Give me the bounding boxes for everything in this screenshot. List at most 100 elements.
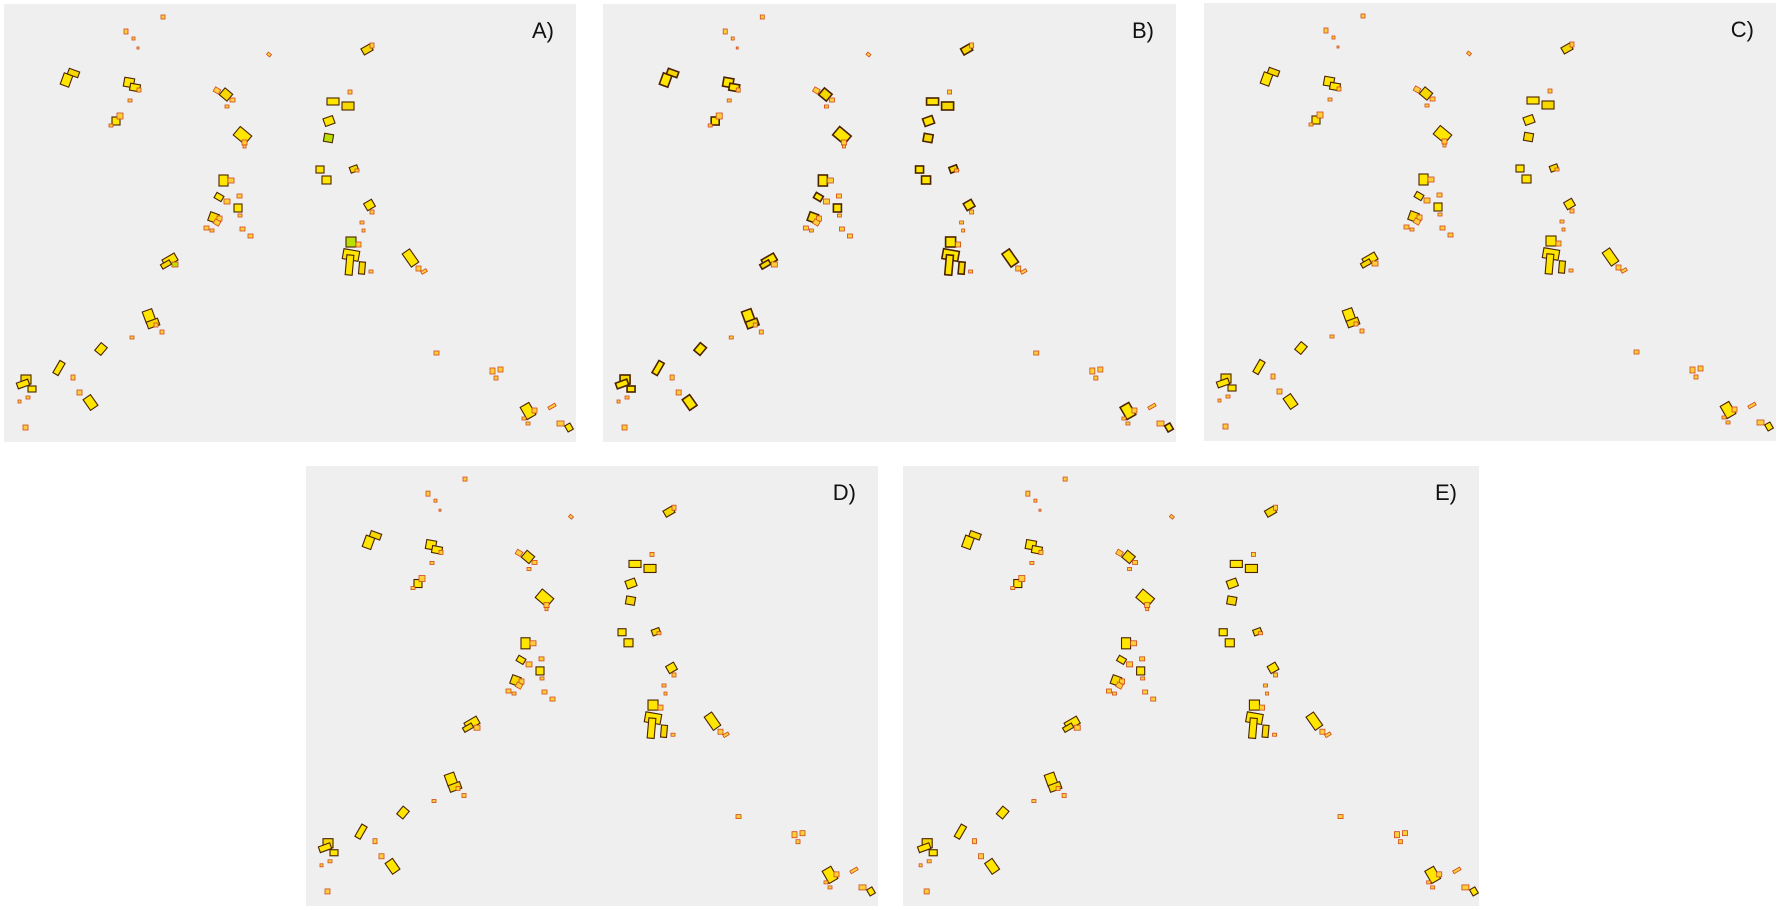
outbuilding-footprint bbox=[247, 233, 254, 239]
building-footprint bbox=[681, 393, 699, 412]
outbuilding-footprint bbox=[858, 884, 867, 891]
building-footprint bbox=[650, 359, 666, 377]
outbuilding-footprint bbox=[431, 799, 437, 803]
outbuilding-footprint bbox=[978, 853, 984, 860]
building-footprint bbox=[1266, 66, 1281, 78]
outbuilding-footprint bbox=[842, 144, 846, 149]
building-footprint bbox=[315, 165, 325, 174]
outbuilding-footprint bbox=[223, 198, 231, 205]
outbuilding-footprint bbox=[1559, 219, 1565, 224]
outbuilding-footprint bbox=[212, 218, 222, 227]
outbuilding-footprint bbox=[347, 89, 353, 95]
outbuilding-footprint bbox=[1329, 334, 1335, 339]
building-footprint bbox=[665, 67, 680, 79]
outbuilding-footprint bbox=[728, 335, 734, 340]
outbuilding-footprint bbox=[410, 586, 416, 590]
outbuilding-footprint bbox=[1033, 350, 1040, 356]
outbuilding-footprint bbox=[1441, 138, 1448, 145]
outbuilding-footprint bbox=[327, 859, 333, 864]
outbuilding-footprint bbox=[1031, 799, 1037, 803]
outbuilding-footprint bbox=[1222, 423, 1229, 430]
outbuilding-footprint bbox=[669, 374, 675, 381]
building-footprint bbox=[1000, 247, 1020, 269]
panel-label-d: D) bbox=[832, 480, 856, 505]
outbuilding-footprint bbox=[355, 241, 362, 248]
outbuilding-footprint bbox=[707, 123, 713, 128]
building-footprint bbox=[52, 359, 66, 377]
outbuilding-footprint bbox=[954, 168, 960, 173]
outbuilding-footprint bbox=[369, 209, 375, 215]
building-footprint bbox=[1763, 421, 1775, 432]
outbuilding-footprint bbox=[1756, 419, 1765, 426]
outbuilding-footprint bbox=[369, 42, 375, 49]
outbuilding-footprint bbox=[237, 213, 243, 218]
outbuilding-footprint bbox=[455, 786, 461, 791]
building-map-d bbox=[317, 476, 877, 897]
building-footprint bbox=[321, 175, 332, 185]
map-panel-d: D) bbox=[306, 466, 878, 906]
outbuilding-footprint bbox=[1061, 793, 1067, 798]
outbuilding-footprint bbox=[1371, 260, 1379, 267]
building-map-b bbox=[614, 14, 1175, 434]
panel-label-c: C) bbox=[1730, 17, 1754, 42]
outbuilding-footprint bbox=[567, 513, 575, 520]
outbuilding-footprint bbox=[847, 233, 853, 239]
building-footprint bbox=[1252, 358, 1266, 376]
building-footprint bbox=[1247, 717, 1258, 740]
building-footprint bbox=[1557, 260, 1567, 274]
outbuilding-footprint bbox=[209, 228, 215, 233]
outbuilding-footprint bbox=[1276, 388, 1283, 395]
outbuilding-footprint bbox=[1038, 549, 1044, 555]
outbuilding-footprint bbox=[1620, 267, 1628, 274]
building-footprint bbox=[1136, 666, 1146, 676]
outbuilding-footprint bbox=[1327, 97, 1333, 102]
outbuilding-footprint bbox=[429, 561, 435, 565]
outbuilding-footprint bbox=[1633, 349, 1640, 355]
outbuilding-footprint bbox=[770, 261, 778, 268]
building-footprint bbox=[643, 563, 657, 574]
outbuilding-footprint bbox=[811, 86, 821, 95]
outbuilding-footprint bbox=[123, 28, 129, 35]
building-footprint bbox=[213, 191, 225, 203]
outbuilding-footprint bbox=[359, 220, 365, 225]
outbuilding-footprint bbox=[1144, 602, 1151, 609]
outbuilding-footprint bbox=[839, 226, 845, 232]
building-footprint bbox=[535, 666, 545, 676]
outbuilding-footprint bbox=[1402, 830, 1408, 837]
outbuilding-footprint bbox=[116, 112, 124, 120]
outbuilding-footprint bbox=[1018, 575, 1026, 582]
building-footprint bbox=[1522, 113, 1536, 127]
building-map-c bbox=[1215, 13, 1775, 432]
building-footprint bbox=[914, 165, 925, 174]
outbuilding-footprint bbox=[1140, 676, 1146, 681]
outbuilding-footprint bbox=[526, 567, 532, 571]
outbuilding-footprint bbox=[1412, 85, 1422, 94]
outbuilding-footprint bbox=[1689, 366, 1696, 374]
map-panel-b: B) bbox=[603, 4, 1176, 442]
building-footprint bbox=[953, 823, 968, 841]
outbuilding-footprint bbox=[131, 36, 136, 41]
outbuilding-footprint bbox=[1258, 631, 1263, 636]
building-footprint bbox=[943, 253, 955, 277]
outbuilding-footprint bbox=[726, 98, 732, 103]
outbuilding-footprint bbox=[22, 424, 29, 431]
outbuilding-footprint bbox=[836, 193, 842, 199]
outbuilding-footprint bbox=[1409, 227, 1415, 232]
outbuilding-footprint bbox=[493, 375, 499, 381]
outbuilding-footprint bbox=[547, 402, 557, 411]
outbuilding-footprint bbox=[549, 696, 556, 702]
outbuilding-footprint bbox=[265, 51, 273, 58]
outbuilding-footprint bbox=[730, 36, 735, 41]
outbuilding-footprint bbox=[361, 228, 366, 233]
outbuilding-footprint bbox=[1029, 561, 1035, 565]
building-footprint bbox=[664, 661, 679, 675]
building-footprint bbox=[614, 378, 630, 390]
outbuilding-footprint bbox=[1217, 398, 1222, 403]
outbuilding-footprint bbox=[1427, 176, 1435, 183]
outbuilding-footprint bbox=[543, 602, 550, 609]
building-footprint bbox=[817, 174, 829, 187]
outbuilding-footprint bbox=[1360, 13, 1366, 19]
outbuilding-footprint bbox=[1139, 656, 1146, 662]
outbuilding-footprint bbox=[759, 14, 765, 20]
building-footprint bbox=[344, 254, 355, 276]
